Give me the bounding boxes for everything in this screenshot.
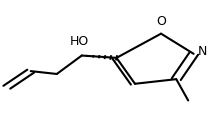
Text: N: N [198, 45, 207, 58]
Text: O: O [156, 15, 166, 28]
Text: HO: HO [70, 35, 89, 48]
